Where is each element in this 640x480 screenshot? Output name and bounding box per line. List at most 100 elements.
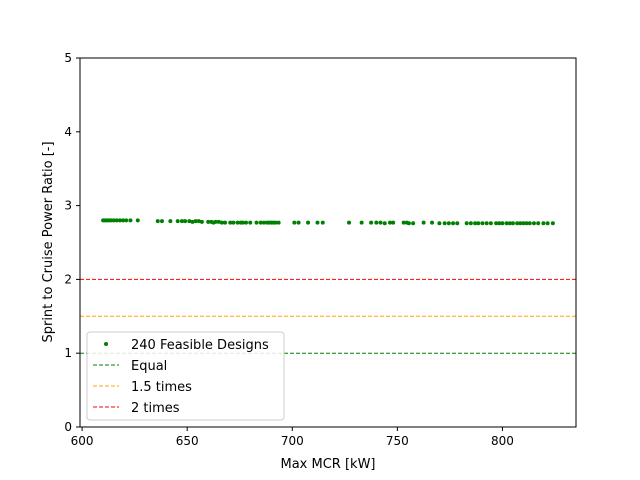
- data-point: [231, 220, 236, 225]
- data-point: [320, 220, 325, 225]
- x-tick-label: 800: [491, 434, 514, 448]
- data-point: [507, 221, 512, 226]
- data-point: [464, 221, 469, 226]
- data-point: [228, 220, 233, 225]
- axes-frame: [79, 57, 577, 428]
- data-point: [196, 219, 201, 224]
- legend-box: [86, 331, 285, 421]
- data-point: [369, 220, 374, 225]
- data-point: [175, 219, 180, 224]
- data-point: [359, 220, 364, 225]
- data-point: [515, 221, 520, 226]
- data-point: [276, 220, 281, 225]
- data-point: [306, 220, 311, 225]
- data-point: [468, 221, 473, 226]
- data-point: [510, 221, 515, 226]
- data-point: [315, 220, 320, 225]
- data-point: [193, 219, 198, 224]
- data-point: [240, 220, 245, 225]
- data-point: [500, 221, 505, 226]
- y-tick-label: 4: [64, 125, 72, 139]
- legend-label-3: 1.5 times: [131, 380, 192, 395]
- data-point: [430, 220, 435, 225]
- data-point: [219, 220, 224, 225]
- data-point: [223, 220, 228, 225]
- data-point: [187, 219, 192, 224]
- data-point: [545, 221, 550, 226]
- data-point: [254, 220, 259, 225]
- data-point: [455, 221, 460, 226]
- data-point: [374, 220, 379, 225]
- y-axis-label: Sprint to Cruise Power Ratio [-]: [41, 141, 56, 342]
- data-point: [128, 218, 133, 223]
- data-point: [437, 221, 442, 226]
- data-point: [451, 221, 456, 226]
- y-tick-label: 2: [64, 272, 72, 286]
- data-point: [401, 220, 406, 225]
- data-point: [347, 220, 352, 225]
- data-point: [112, 218, 117, 223]
- data-point: [213, 219, 218, 224]
- data-point: [216, 219, 221, 224]
- legend: 240 Feasible Designs Equal 1.5 times 2 time…: [86, 331, 285, 421]
- data-point: [488, 221, 493, 226]
- data-point: [292, 220, 297, 225]
- data-point: [518, 221, 523, 226]
- data-point: [168, 219, 173, 224]
- data-point: [378, 220, 383, 225]
- x-tick-label: 700: [281, 434, 304, 448]
- y-tick-label: 1: [64, 346, 72, 360]
- y-tick-label: 5: [64, 51, 72, 65]
- data-point: [480, 221, 485, 226]
- data-point: [199, 219, 204, 224]
- data-point: [536, 221, 541, 226]
- data-point: [406, 221, 411, 226]
- plot-area: 600 650 700 750 800 0 1 2 3 4 5: [64, 51, 577, 448]
- data-point: [179, 219, 184, 224]
- data-point: [442, 221, 447, 226]
- x-tick-label: 650: [176, 434, 199, 448]
- x-tick-label: 750: [386, 434, 409, 448]
- data-point: [296, 220, 301, 225]
- data-point: [524, 221, 529, 226]
- data-point: [235, 220, 240, 225]
- data-point: [484, 221, 489, 226]
- data-point: [114, 218, 119, 223]
- data-point: [273, 220, 278, 225]
- data-point: [411, 221, 416, 226]
- legend-marker-1: [104, 342, 108, 346]
- y-tick-label: 3: [64, 199, 72, 213]
- x-tick-label: 600: [71, 434, 94, 448]
- data-point: [155, 219, 160, 224]
- data-point: [135, 218, 140, 223]
- data-point: [124, 218, 129, 223]
- data-point: [190, 219, 195, 224]
- data-point: [159, 219, 164, 224]
- data-point: [382, 221, 387, 226]
- data-point: [391, 220, 396, 225]
- data-point: [183, 219, 188, 224]
- data-point: [248, 220, 253, 225]
- data-point: [527, 221, 532, 226]
- legend-label-2: Equal: [131, 359, 167, 374]
- data-point: [206, 219, 211, 224]
- data-point: [388, 220, 392, 225]
- data-point: [494, 221, 499, 226]
- data-point: [117, 218, 122, 223]
- data-point: [541, 221, 546, 226]
- data-point: [476, 221, 481, 226]
- data-point: [504, 221, 509, 226]
- data-point: [446, 221, 451, 226]
- y-tick-label: 0: [64, 420, 72, 434]
- legend-label-4: 2 times: [131, 401, 180, 416]
- data-point: [258, 220, 263, 225]
- data-point: [473, 221, 478, 226]
- data-point: [497, 221, 502, 226]
- data-point: [421, 220, 426, 225]
- data-point: [531, 221, 536, 226]
- data-point: [521, 221, 526, 226]
- data-point: [261, 220, 266, 225]
- data-point: [121, 218, 126, 223]
- data-point: [244, 220, 249, 225]
